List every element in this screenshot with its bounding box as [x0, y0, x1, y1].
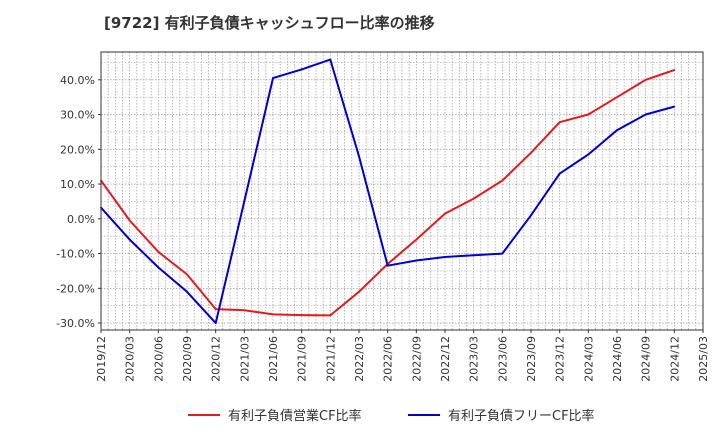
y-tick-label: 30.0% — [60, 109, 95, 122]
data-point — [673, 69, 676, 71]
data-point — [300, 314, 303, 316]
x-tick-label: 2022/12 — [439, 336, 452, 382]
data-point — [472, 197, 475, 200]
x-tick-label: 2024/06 — [611, 336, 624, 382]
data-point — [214, 322, 217, 324]
x-tick-label: 2021/06 — [267, 336, 280, 382]
grid-lines — [101, 52, 703, 330]
y-tick-label: 0.0% — [67, 213, 95, 226]
x-tick-label: 2024/12 — [668, 336, 681, 382]
x-tick-label: 2019/12 — [95, 336, 108, 382]
x-tick-label: 2025/03 — [697, 336, 710, 382]
data-point — [616, 96, 618, 99]
plot-frame — [100, 51, 704, 331]
data-point — [358, 155, 360, 158]
data-point — [214, 308, 217, 311]
x-tick-label: 2024/03 — [582, 336, 595, 382]
data-point — [329, 58, 332, 61]
x-tick-label: 2022/09 — [410, 336, 423, 382]
data-point — [616, 129, 618, 132]
data-point — [157, 266, 160, 269]
x-tick-label: 2023/12 — [554, 336, 567, 382]
x-tick-label: 2024/09 — [640, 336, 653, 382]
legend: 有利子負債営業CF比率 有利子負債フリーCF比率 — [0, 405, 720, 425]
data-point — [587, 113, 590, 116]
data-point — [300, 68, 303, 71]
legend-item-free-cf: 有利子負債フリーCF比率 — [408, 405, 595, 424]
y-tick-label: -30.0% — [56, 317, 95, 330]
data-point — [386, 264, 389, 267]
x-tick-label: 2021/12 — [324, 336, 337, 382]
y-tick-label: 20.0% — [60, 143, 95, 156]
x-tick-label: 2023/06 — [496, 336, 509, 382]
data-point — [243, 200, 246, 203]
data-point — [644, 113, 647, 116]
x-tick-label: 2020/06 — [152, 336, 165, 382]
legend-item-operating-cf: 有利子負債営業CF比率 — [188, 405, 362, 424]
x-tick-label: 2020/03 — [124, 336, 137, 382]
data-point — [558, 172, 561, 175]
legend-swatch-operating-cf — [188, 413, 220, 416]
data-point — [128, 238, 131, 241]
x-tick-label: 2021/03 — [238, 336, 251, 382]
data-point — [587, 153, 590, 156]
data-point — [501, 179, 504, 182]
data-point — [128, 219, 131, 222]
data-point — [644, 78, 647, 81]
data-point — [272, 77, 274, 79]
data-point — [186, 290, 188, 293]
legend-label-operating-cf: 有利子負債営業CF比率 — [228, 409, 362, 424]
x-tick-label: 2022/03 — [353, 336, 366, 382]
data-point — [157, 250, 160, 253]
legend-label-free-cf: 有利子負債フリーCF比率 — [448, 409, 595, 424]
data-point — [501, 252, 504, 255]
data-point — [415, 259, 418, 262]
x-axis: 2019/12 2020/03 2020/06 2020/09 2020/12 2021/… — [95, 330, 710, 382]
x-tick-label: 2020/09 — [181, 336, 194, 382]
y-tick-label: -10.0% — [56, 248, 95, 261]
y-tick-label: 10.0% — [60, 178, 95, 191]
x-tick-label: 2021/09 — [296, 336, 309, 382]
data-point — [186, 273, 188, 276]
data-point — [472, 254, 475, 257]
data-point — [530, 151, 532, 154]
data-point — [444, 256, 446, 258]
data-point — [530, 214, 532, 217]
data-point — [558, 121, 561, 124]
data-point — [415, 238, 418, 241]
y-tick-label: 40.0% — [60, 74, 95, 87]
data-point — [272, 313, 274, 316]
chart-title: [9722] 有利子負債キャッシュフロー比率の推移 — [104, 14, 435, 32]
legend-swatch-free-cf — [408, 413, 440, 416]
y-tick-label: -20.0% — [56, 282, 95, 295]
data-point — [444, 212, 446, 215]
data-point — [329, 314, 332, 317]
x-tick-label: 2023/03 — [468, 336, 481, 382]
x-tick-label: 2023/09 — [525, 336, 538, 382]
data-point — [358, 290, 360, 293]
y-axis: -30.0% -20.0% -10.0% 0.0% 10.0% 20.0% 30.0% 40.… — [56, 74, 101, 330]
x-tick-label: 2020/12 — [210, 336, 223, 382]
data-point — [243, 309, 246, 312]
data-point — [673, 105, 676, 108]
x-tick-label: 2022/06 — [382, 336, 395, 382]
